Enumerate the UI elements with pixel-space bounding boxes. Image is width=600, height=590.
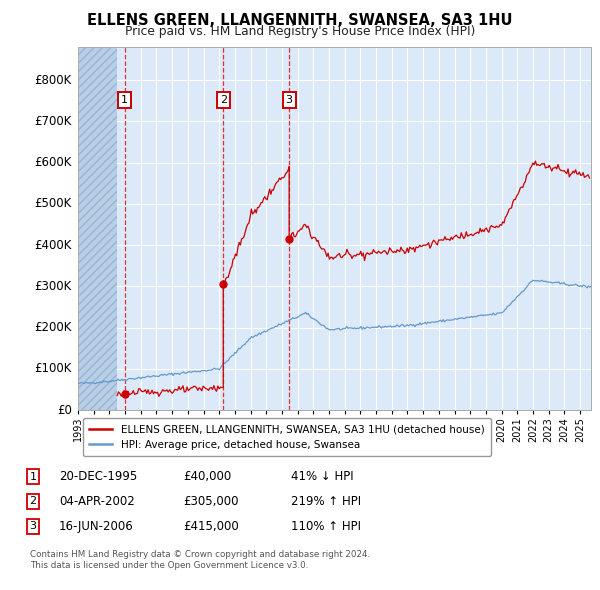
Legend: ELLENS GREEN, LLANGENNITH, SWANSEA, SA3 1HU (detached house), HPI: Average price: ELLENS GREEN, LLANGENNITH, SWANSEA, SA3 … xyxy=(83,418,491,456)
Text: 3: 3 xyxy=(286,95,293,105)
Text: £500K: £500K xyxy=(35,198,72,211)
Text: £300K: £300K xyxy=(35,280,72,293)
Text: 04-APR-2002: 04-APR-2002 xyxy=(59,495,134,508)
Text: 1: 1 xyxy=(29,472,37,481)
Text: Price paid vs. HM Land Registry's House Price Index (HPI): Price paid vs. HM Land Registry's House … xyxy=(125,25,475,38)
Text: 20-DEC-1995: 20-DEC-1995 xyxy=(59,470,137,483)
Text: £40,000: £40,000 xyxy=(183,470,231,483)
Text: 1: 1 xyxy=(121,95,128,105)
Text: £800K: £800K xyxy=(35,74,72,87)
Text: £600K: £600K xyxy=(34,156,72,169)
Text: £100K: £100K xyxy=(34,362,72,375)
Text: ELLENS GREEN, LLANGENNITH, SWANSEA, SA3 1HU: ELLENS GREEN, LLANGENNITH, SWANSEA, SA3 … xyxy=(87,13,513,28)
Text: £400K: £400K xyxy=(34,238,72,251)
Text: £0: £0 xyxy=(57,404,72,417)
Text: Contains HM Land Registry data © Crown copyright and database right 2024.: Contains HM Land Registry data © Crown c… xyxy=(30,550,370,559)
Text: 2: 2 xyxy=(220,95,227,105)
Text: 41% ↓ HPI: 41% ↓ HPI xyxy=(291,470,353,483)
Bar xyxy=(78,47,117,410)
Text: This data is licensed under the Open Government Licence v3.0.: This data is licensed under the Open Gov… xyxy=(30,561,308,570)
Text: £700K: £700K xyxy=(34,115,72,128)
Text: 3: 3 xyxy=(29,522,37,531)
Text: £200K: £200K xyxy=(34,321,72,334)
Text: 219% ↑ HPI: 219% ↑ HPI xyxy=(291,495,361,508)
Text: 2: 2 xyxy=(29,497,37,506)
Text: £415,000: £415,000 xyxy=(183,520,239,533)
Text: 16-JUN-2006: 16-JUN-2006 xyxy=(59,520,134,533)
Text: 110% ↑ HPI: 110% ↑ HPI xyxy=(291,520,361,533)
Text: £305,000: £305,000 xyxy=(183,495,239,508)
